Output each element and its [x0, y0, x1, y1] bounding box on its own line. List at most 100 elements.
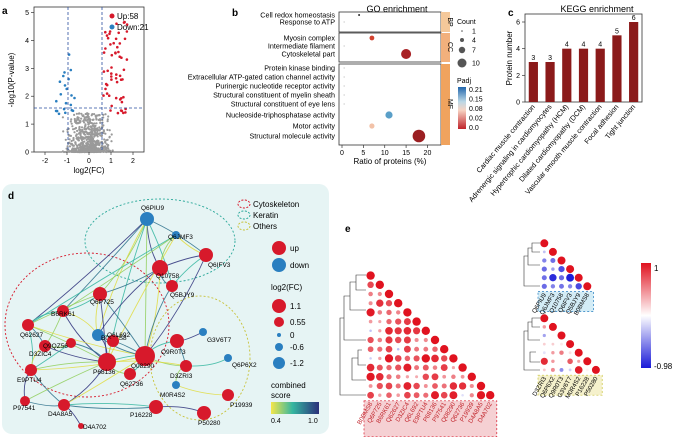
volcano-point-down — [69, 103, 73, 107]
volcano-point-up — [114, 37, 118, 41]
network-node — [222, 389, 234, 401]
go-term-label: Extracellular ATP-gated cation channel a… — [188, 73, 336, 82]
corr-cell — [441, 383, 447, 389]
corr-cell — [394, 355, 402, 362]
padj-legend-title: Padj — [457, 78, 471, 85]
keratin-cluster-outline — [84, 198, 236, 284]
kegg-value-label: 3 — [531, 55, 535, 62]
volcano-point — [83, 148, 86, 151]
network-edge — [97, 267, 161, 336]
corr-cell — [367, 281, 374, 289]
corr-cell — [366, 308, 375, 317]
go-bp-band — [441, 12, 450, 32]
corr-cell — [366, 271, 375, 280]
go-title: GO enrichment — [366, 4, 428, 14]
corr-cell — [558, 275, 565, 281]
corr-cell — [378, 356, 382, 361]
kegg-y-ticklabel: 0 — [516, 100, 520, 107]
corr-cell — [567, 358, 573, 365]
volcano-point — [79, 134, 82, 137]
volcano-point — [103, 138, 106, 141]
volcano-point-up — [106, 69, 109, 73]
corr-cell — [395, 364, 402, 371]
network-node — [170, 334, 184, 348]
network-node — [140, 212, 154, 226]
volcano-point — [98, 143, 101, 146]
volcano-point — [86, 141, 89, 144]
volcano-point-up — [116, 111, 120, 115]
corr-cell — [469, 383, 474, 389]
volcano-point-up — [107, 94, 111, 97]
corr-cell — [413, 355, 420, 362]
volcano-point — [80, 117, 83, 120]
corr-cell — [451, 366, 455, 370]
corr-cell — [403, 363, 412, 372]
volcano-point — [102, 129, 105, 132]
volcano-point-up — [114, 77, 118, 80]
panel-a-label: a — [2, 6, 8, 17]
volcano-point — [80, 141, 83, 144]
go-term-label: Response to ATP — [280, 18, 336, 27]
volcano-y-ticklabel: 4 — [25, 38, 29, 45]
volcano-point — [72, 139, 75, 142]
count-legend-dot — [457, 58, 467, 68]
volcano-point — [86, 146, 90, 149]
volcano-point — [102, 147, 105, 150]
volcano-point — [74, 141, 77, 144]
corr-scale-max: 1 — [654, 264, 659, 273]
volcano-point — [69, 150, 73, 153]
corr-cell — [413, 327, 421, 335]
go-enrichment-panel: b GO enrichment BP CC MF Cell redox home… — [188, 4, 483, 166]
corr-cell — [591, 365, 600, 374]
corr-cell — [385, 345, 393, 353]
corr-cell — [542, 250, 546, 254]
volcano-point — [75, 133, 78, 136]
corr-cell — [396, 347, 400, 351]
volcano-point — [80, 112, 83, 115]
fc-legend-value: -0.6 — [290, 343, 304, 352]
volcano-point — [68, 150, 71, 153]
corr-cell — [540, 357, 548, 365]
volcano-point-up — [102, 51, 106, 54]
volcano-point — [84, 148, 88, 151]
legend-others-swatch — [237, 221, 251, 231]
panel-d-label: d — [8, 191, 14, 202]
corr-cell — [441, 355, 448, 362]
corr-cell — [366, 363, 375, 372]
volcano-point-up — [121, 78, 124, 81]
corr-cell — [421, 326, 430, 335]
network-node-label: P19939 — [230, 402, 253, 409]
corr-cell — [541, 266, 547, 272]
corr-cell — [394, 327, 402, 335]
volcano-point — [84, 144, 87, 147]
network-nodes: Q6PIU9 Q6JMF3 Q10758 Q6IFV3 Q5BJY9 Q6P725 B6RK… — [13, 205, 257, 431]
volcano-point-up — [110, 104, 113, 108]
kegg-bar — [578, 48, 589, 102]
volcano-point-up — [118, 55, 121, 58]
volcano-point — [98, 126, 101, 129]
volcano-point-down — [73, 96, 76, 100]
network-node-label: Q6IFV3 — [208, 262, 231, 269]
go-dot — [343, 21, 345, 23]
corr-cell — [422, 373, 430, 381]
go-dot — [401, 49, 412, 59]
corr-cell — [550, 257, 556, 264]
corr-cell — [551, 359, 555, 364]
count-legend-dot — [461, 30, 463, 32]
volcano-y-ticklabel: 5 — [25, 10, 29, 17]
go-cc-frame — [338, 32, 442, 63]
volcano-point — [86, 132, 89, 136]
volcano-point — [90, 143, 93, 146]
volcano-point — [76, 116, 79, 119]
network-edge — [27, 324, 146, 357]
volcano-point — [94, 143, 97, 146]
volcano-point — [90, 132, 93, 135]
count-legend-dot — [458, 46, 466, 54]
legend-up-dot — [109, 13, 115, 19]
volcano-point-up — [122, 95, 125, 99]
corr-cell — [414, 337, 419, 343]
corr-cell — [395, 374, 401, 380]
volcano-point-up — [110, 53, 114, 57]
volcano-point-up — [109, 43, 112, 46]
network-node-label: Q5BJY9 — [170, 292, 195, 299]
